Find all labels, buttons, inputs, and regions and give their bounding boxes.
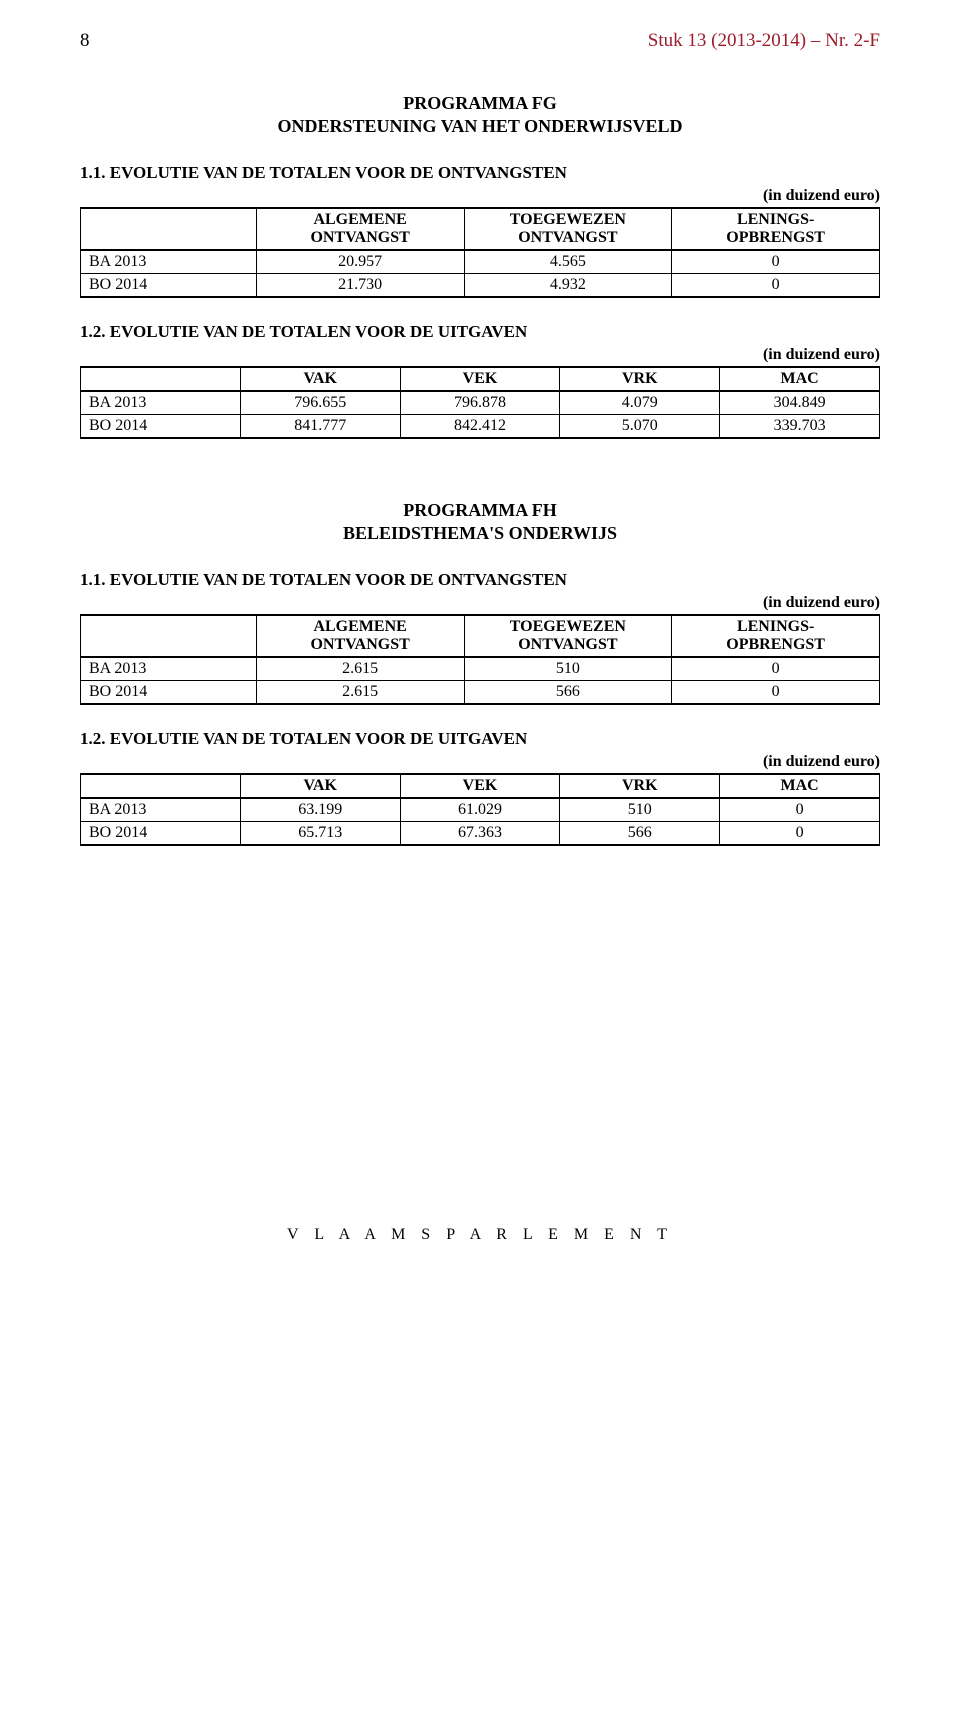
page-header: 8 Stuk 13 (2013-2014) – Nr. 2-F	[80, 30, 880, 52]
col-h1: ALGEMENE ONTVANGST	[256, 615, 464, 657]
col-empty	[81, 615, 257, 657]
row-label: BA 2013	[81, 798, 241, 822]
col-h2-l2: ONTVANGST	[518, 229, 617, 246]
table-row: BO 2014 2.615 566 0	[81, 680, 880, 704]
col-h: VRK	[560, 774, 720, 798]
col-h3-l2: OPBRENGST	[726, 229, 825, 246]
cell: 2.615	[256, 657, 464, 681]
programma-fg-title-line1: PROGRAMMA FG	[403, 93, 556, 113]
cell: 63.199	[240, 798, 400, 822]
row-label: BA 2013	[81, 391, 241, 415]
table-row: BA 2013 796.655 796.878 4.079 304.849	[81, 391, 880, 415]
cell: 304.849	[720, 391, 880, 415]
col-h2: TOEGEWEZEN ONTVANGST	[464, 208, 672, 250]
fh-sub12-table: VAK VEK VRK MAC BA 2013 63.199 61.029 51…	[80, 773, 880, 846]
cell: 65.713	[240, 821, 400, 845]
col-h1-l2: ONTVANGST	[310, 229, 409, 246]
cell: 0	[672, 680, 880, 704]
cell: 566	[560, 821, 720, 845]
col-h: MAC	[720, 774, 880, 798]
fh-sub12-title: 1.2. EVOLUTIE VAN DE TOTALEN VOOR DE UIT…	[80, 729, 880, 749]
cell: 796.878	[400, 391, 560, 415]
table-row: BA 2013 20.957 4.565 0	[81, 250, 880, 274]
programma-fg-title: PROGRAMMA FG ONDERSTEUNING VAN HET ONDER…	[80, 92, 880, 139]
col-h2: TOEGEWEZEN ONTVANGST	[464, 615, 672, 657]
cell: 2.615	[256, 680, 464, 704]
cell: 0	[672, 250, 880, 274]
col-h: MAC	[720, 367, 880, 391]
cell: 67.363	[400, 821, 560, 845]
col-h1-l1: ALGEMENE	[313, 618, 406, 635]
cell: 0	[720, 798, 880, 822]
programma-fh-title-line2: BELEIDSTHEMA'S ONDERWIJS	[343, 523, 617, 543]
page-number: 8	[80, 30, 90, 51]
col-h3-l2: OPBRENGST	[726, 636, 825, 653]
cell: 4.932	[464, 273, 672, 297]
table-row: BO 2014 21.730 4.932 0	[81, 273, 880, 297]
col-h: VRK	[560, 367, 720, 391]
col-h2-l2: ONTVANGST	[518, 636, 617, 653]
unit-label: (in duizend euro)	[80, 753, 880, 771]
cell: 339.703	[720, 414, 880, 438]
unit-label: (in duizend euro)	[80, 346, 880, 364]
fg-sub11-title: 1.1. EVOLUTIE VAN DE TOTALEN VOOR DE ONT…	[80, 163, 880, 183]
col-empty	[81, 367, 241, 391]
cell: 0	[720, 821, 880, 845]
col-h: VEK	[400, 774, 560, 798]
table-row: BO 2014 65.713 67.363 566 0	[81, 821, 880, 845]
unit-label: (in duizend euro)	[80, 187, 880, 205]
cell: 4.565	[464, 250, 672, 274]
page-footer: V L A A M S P A R L E M E N T	[80, 1226, 880, 1244]
col-h3-l1: LENINGS-	[737, 211, 814, 228]
col-h1: ALGEMENE ONTVANGST	[256, 208, 464, 250]
cell: 842.412	[400, 414, 560, 438]
cell: 21.730	[256, 273, 464, 297]
row-label: BO 2014	[81, 680, 257, 704]
col-h2-l1: TOEGEWEZEN	[510, 618, 626, 635]
cell: 61.029	[400, 798, 560, 822]
col-h: VEK	[400, 367, 560, 391]
cell: 20.957	[256, 250, 464, 274]
col-empty	[81, 774, 241, 798]
doc-reference: Stuk 13 (2013-2014) – Nr. 2-F	[648, 30, 880, 52]
programma-fg-title-line2: ONDERSTEUNING VAN HET ONDERWIJSVELD	[278, 116, 683, 136]
fg-sub12-title: 1.2. EVOLUTIE VAN DE TOTALEN VOOR DE UIT…	[80, 322, 880, 342]
page: 8 Stuk 13 (2013-2014) – Nr. 2-F PROGRAMM…	[0, 0, 960, 1284]
row-label: BO 2014	[81, 414, 241, 438]
table-row: BA 2013 63.199 61.029 510 0	[81, 798, 880, 822]
row-label: BO 2014	[81, 273, 257, 297]
col-h3: LENINGS- OPBRENGST	[672, 208, 880, 250]
col-h1-l2: ONTVANGST	[310, 636, 409, 653]
fg-sub12-table: VAK VEK VRK MAC BA 2013 796.655 796.878 …	[80, 366, 880, 439]
programma-fh-title: PROGRAMMA FH BELEIDSTHEMA'S ONDERWIJS	[80, 499, 880, 546]
row-label: BA 2013	[81, 657, 257, 681]
cell: 5.070	[560, 414, 720, 438]
col-h1-l1: ALGEMENE	[313, 211, 406, 228]
table-row: BA 2013 2.615 510 0	[81, 657, 880, 681]
cell: 0	[672, 657, 880, 681]
cell: 0	[672, 273, 880, 297]
col-empty	[81, 208, 257, 250]
programma-fh-title-line1: PROGRAMMA FH	[403, 500, 556, 520]
table-row: BO 2014 841.777 842.412 5.070 339.703	[81, 414, 880, 438]
fh-sub11-title: 1.1. EVOLUTIE VAN DE TOTALEN VOOR DE ONT…	[80, 570, 880, 590]
cell: 566	[464, 680, 672, 704]
cell: 796.655	[240, 391, 400, 415]
cell: 841.777	[240, 414, 400, 438]
fg-sub11-table: ALGEMENE ONTVANGST TOEGEWEZEN ONTVANGST …	[80, 207, 880, 298]
col-h3: LENINGS- OPBRENGST	[672, 615, 880, 657]
col-h: VAK	[240, 367, 400, 391]
cell: 510	[560, 798, 720, 822]
col-h: VAK	[240, 774, 400, 798]
col-h3-l1: LENINGS-	[737, 618, 814, 635]
unit-label: (in duizend euro)	[80, 594, 880, 612]
cell: 510	[464, 657, 672, 681]
row-label: BO 2014	[81, 821, 241, 845]
row-label: BA 2013	[81, 250, 257, 274]
fh-sub11-table: ALGEMENE ONTVANGST TOEGEWEZEN ONTVANGST …	[80, 614, 880, 705]
cell: 4.079	[560, 391, 720, 415]
col-h2-l1: TOEGEWEZEN	[510, 211, 626, 228]
